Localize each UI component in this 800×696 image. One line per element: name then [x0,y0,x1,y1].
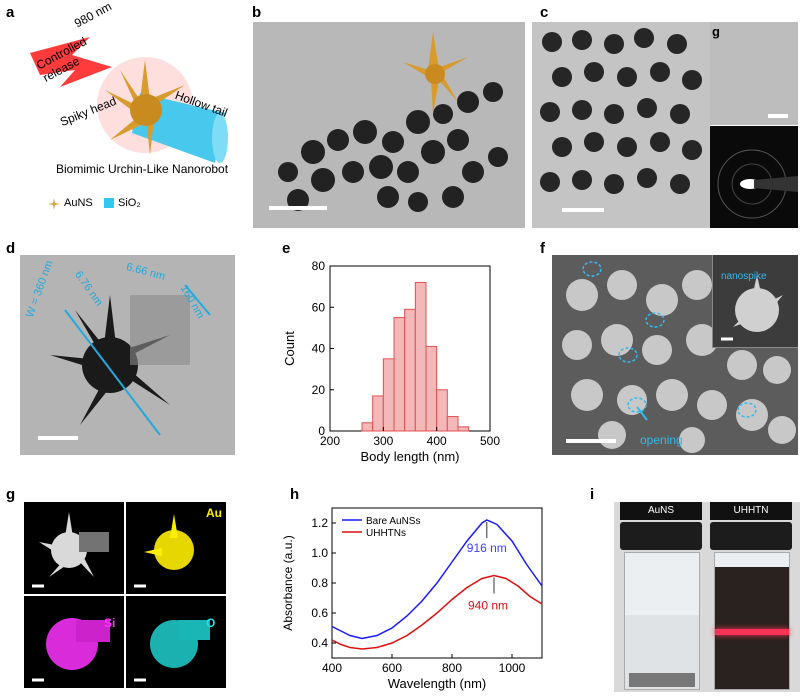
panel-f-sem-image: nanospike opening [552,255,798,455]
opening-arrow [636,406,648,421]
histogram-bar [382,358,395,432]
y-tick-label: 40 [312,342,326,356]
histogram-bar [414,282,427,432]
panel-a-schematic [30,37,228,163]
panel-c-letter: c [540,4,549,21]
x-tick-label: 800 [442,661,462,675]
x-tick-label: 1000 [499,661,526,675]
opening-markers [582,261,757,418]
y-tick-label: 0 [318,424,325,438]
y-tick-label: 20 [312,383,326,397]
vial-cap-uhhtn [710,522,792,550]
opening-label: opening [640,433,683,447]
peak-label-916: 916 nm [467,541,507,555]
x-tick-label: 200 [320,434,340,448]
legend-label: Bare AuNSs [366,516,420,527]
au-map-label: Au [206,506,222,520]
histogram-bar [457,426,470,432]
y-axis-label: Absorbance (a.u.) [281,535,295,630]
panel-g-letter: g [6,486,16,503]
tail-opening [212,113,228,163]
panel-i-letter: i [590,486,595,503]
scale-bar [768,114,788,118]
si-map-label: Si [104,616,116,630]
nanospike-label: nanospike [721,271,767,282]
panel-f-letter: f [540,240,545,257]
y-tick-label: 0.4 [311,636,328,650]
vial-uhhtn [714,552,790,690]
panel-a-letter: a [6,4,15,21]
panel-g-si-map: Si [24,596,124,688]
tail-measure [184,284,211,316]
uhhtn-solution [715,567,789,689]
panel-c-hrtem-inset: g [710,22,798,125]
laser-beam [715,629,789,635]
y-tick-label: 80 [312,259,326,273]
vial-auns [624,552,700,690]
spectrum-line [331,519,543,640]
x-tick-label: 600 [382,661,402,675]
panel-i-photo: AuNS UHHTN [614,502,800,692]
histogram-bar [372,395,384,432]
panel-d-tem-image: W = 360 nm 6.76 nm 6.66 nm 160 nm [20,255,235,455]
histogram-bar [393,317,406,432]
x-tick-label: 400 [427,434,447,448]
auns-legend-icon [48,197,60,210]
haadf-particle [39,512,109,577]
particle-array [540,28,702,194]
panel-g-o-map: O [126,596,226,688]
histogram-bar [425,345,438,432]
scale-bar [562,208,604,212]
x-tick-label: 500 [480,434,500,448]
peak-label-940: 940 nm [468,599,508,613]
y-axis-label: Count [282,331,297,366]
histogram-bar [446,416,459,432]
histogram-chart: 200 300 400 500 0 20 40 60 80 Body length (nm) Cou… [282,259,500,464]
x-tick-label: 400 [322,661,342,675]
panel-g-haadf [24,502,124,594]
vial-base [629,673,695,687]
histogram-bar [361,422,374,432]
legend-auns-label: AuNS [64,197,93,209]
vial-label-uhhtn: UHHTN [710,502,792,520]
y-tick-label: 0.6 [311,606,328,620]
y-tick-label: 60 [312,300,326,314]
panel-g-au-map: Au [126,502,226,594]
legend-sio2-label: SiO₂ [118,197,141,209]
x-axis-label: Body length (nm) [361,449,460,464]
panel-b-tem-image [253,22,525,228]
histogram-bar [404,308,416,432]
panel-c-tem-image [532,22,710,228]
legend-label: UHHTNs [366,528,406,539]
x-axis-label: Wavelength (nm) [388,676,487,691]
y-tick-label: 0.8 [311,576,328,590]
o-map-label: O [206,616,216,630]
laser-bolt-icon [30,37,112,87]
y-tick-label: 1.0 [311,546,328,560]
panel-e-letter: e [282,240,291,257]
histogram-bar [436,389,448,432]
panel-a-title: Biomimic Urchin-Like Nanorobot [56,162,229,176]
tail-shell [130,295,190,365]
vial-cap-auns [620,522,702,550]
panel-b-letter: b [252,4,262,21]
scale-bar [269,206,327,210]
spectrum-line [331,574,543,650]
y-tick-label: 1.2 [311,516,328,530]
panel-d-letter: d [6,240,16,257]
diagonal-measure [64,309,161,436]
sio2-legend-swatch [104,198,114,208]
panel-c-diffraction-inset [710,126,798,228]
vial-label-auns: AuNS [620,502,702,520]
panel-f-inset: nanospike [712,255,798,348]
inset-letter: g [712,24,720,39]
x-tick-label: 300 [373,434,393,448]
particle-cluster [278,82,508,212]
panel-h-letter: h [290,486,300,503]
spiky-head-icon [105,60,185,155]
nanostar-illustration-icon [403,32,468,114]
